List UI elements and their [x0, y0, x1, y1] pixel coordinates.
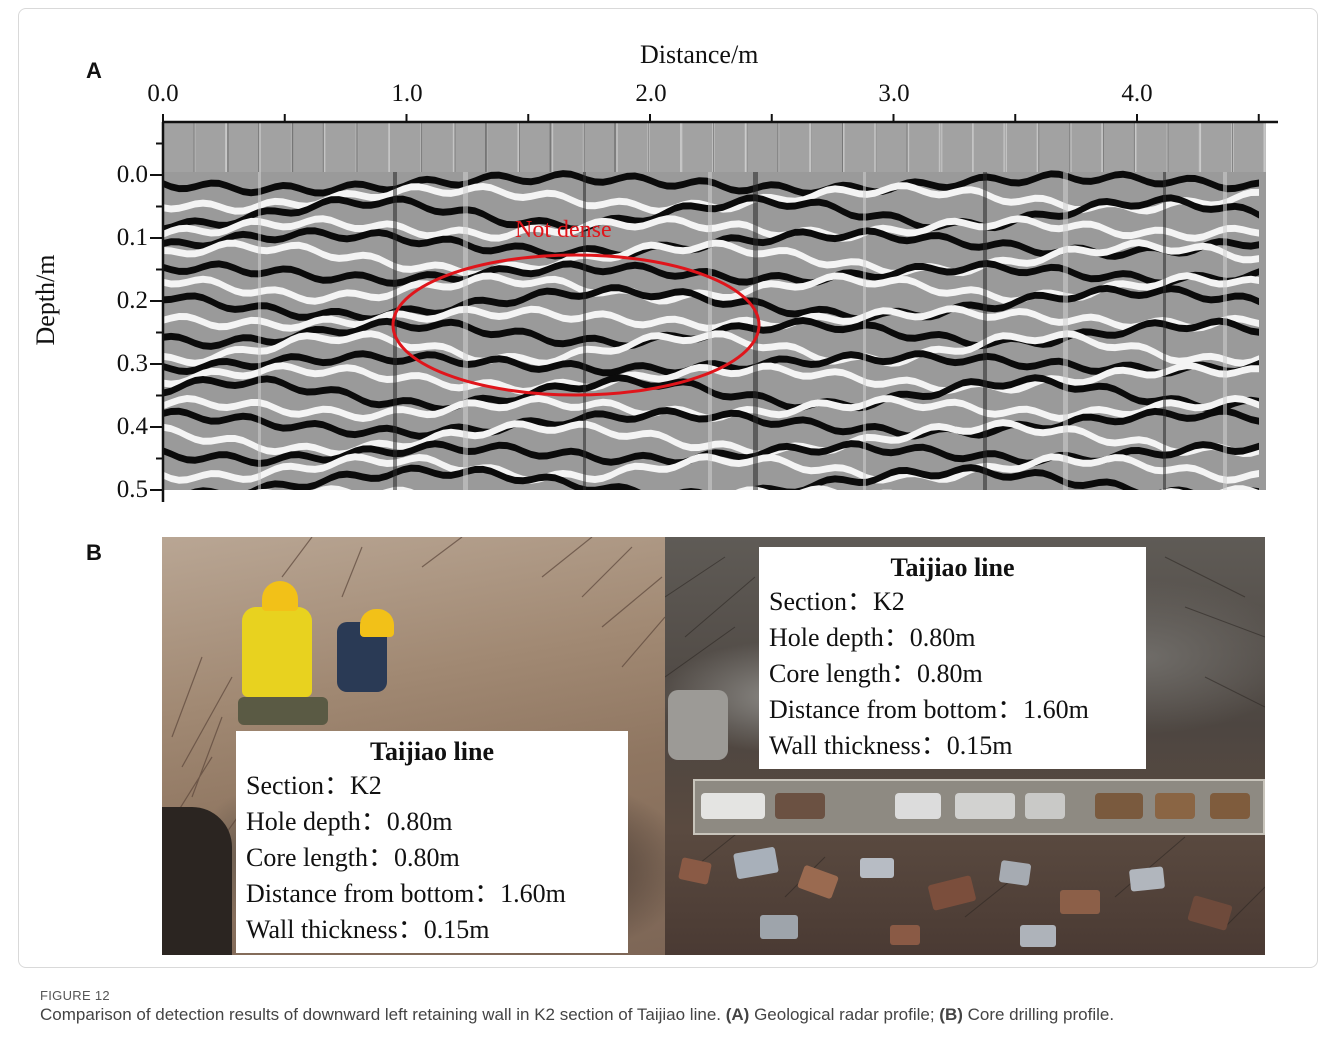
- panel-a-letter: A: [86, 58, 102, 83]
- rock: [668, 690, 728, 760]
- panel-b-letter: B: [86, 540, 102, 565]
- info-section: Section：K2: [246, 771, 382, 800]
- worker-legs: [238, 697, 328, 725]
- info-title: Taijiao line: [890, 553, 1015, 582]
- radar-trace-discontinuity: [1063, 172, 1068, 490]
- y-tick-label: 0.0: [116, 161, 148, 188]
- caption-label-a: (A): [725, 1005, 750, 1024]
- radar-trace-discontinuity: [708, 172, 712, 490]
- core-piece: [1155, 793, 1195, 819]
- caption-label-b: (B): [939, 1005, 963, 1024]
- caption-main: Comparison of detection results of downw…: [40, 1005, 726, 1024]
- rock: [1128, 866, 1166, 892]
- info-core-length: Core length：0.80m: [769, 659, 983, 688]
- radar-reflection-light: [163, 453, 1259, 484]
- info-title: Taijiao line: [369, 737, 494, 766]
- core-piece: [955, 793, 1015, 819]
- y-tick-label: 0.5: [116, 476, 148, 503]
- figure-caption: Comparison of detection results of downw…: [40, 1005, 1114, 1025]
- hard-hat: [262, 581, 298, 611]
- radar-profile-image: [163, 122, 1266, 490]
- info-distance-from-bottom: Distance from bottom：1.60m: [769, 695, 1089, 724]
- core-info-box-left: Taijiao line Section：K2 Hole depth：0.80m…: [236, 731, 628, 953]
- core-piece: [775, 793, 825, 819]
- y-tick-label: 0.4: [116, 413, 148, 440]
- x-axis-title: Distance/m: [640, 40, 759, 69]
- not-dense-annotation: Not dense: [515, 217, 612, 243]
- radar-trace-discontinuity: [1163, 172, 1166, 490]
- radar-trace-discontinuity: [863, 172, 866, 490]
- core-piece: [701, 793, 765, 819]
- x-tick-label: 1.0: [391, 80, 423, 107]
- radar-trace-discontinuity: [393, 172, 397, 490]
- x-tick-label: 3.0: [878, 80, 910, 107]
- core-sample-tray: [693, 779, 1265, 835]
- radar-reflection-dark: [190, 464, 1259, 490]
- radar-trace-discontinuity: [753, 172, 758, 490]
- rock: [1020, 925, 1056, 947]
- x-tick-label: 4.0: [1121, 80, 1153, 107]
- info-distance-from-bottom: Distance from bottom：1.60m: [246, 879, 566, 908]
- y-axis-title: Depth/m: [31, 254, 60, 346]
- core-piece: [1025, 793, 1065, 819]
- info-hole-depth: Hole depth：0.80m: [769, 623, 976, 652]
- radar-trace-discontinuity: [258, 172, 261, 490]
- rock: [890, 925, 920, 945]
- rock: [998, 860, 1032, 886]
- y-tick-label: 0.3: [116, 350, 148, 377]
- rock: [760, 915, 798, 939]
- info-section: Section：K2: [769, 587, 905, 616]
- caption-text-b: Core drilling profile.: [962, 1005, 1115, 1024]
- x-tick-label: 0.0: [147, 80, 179, 107]
- y-tick-label: 0.2: [116, 287, 148, 314]
- radar-trace-discontinuity: [1223, 172, 1227, 490]
- caption-text-a: Geological radar profile;: [749, 1005, 940, 1024]
- radar-trace-discontinuity: [463, 172, 468, 490]
- x-tick-label: 2.0: [635, 80, 667, 107]
- info-hole-depth: Hole depth：0.80m: [246, 807, 453, 836]
- dry-grass-texture: [162, 537, 665, 868]
- worker-vest: [242, 607, 312, 697]
- radar-trace-discontinuity: [983, 172, 987, 490]
- core-piece: [895, 793, 941, 819]
- hand-glove: [162, 807, 232, 955]
- core-piece: [1210, 793, 1250, 819]
- info-wall-thickness: Wall thickness：0.15m: [769, 731, 1013, 760]
- hard-hat: [360, 609, 394, 637]
- rock: [1060, 890, 1100, 914]
- core-piece: [1095, 793, 1143, 819]
- figure-label: FIGURE 12: [40, 988, 110, 1003]
- y-tick-label: 0.1: [116, 224, 148, 251]
- core-info-box-right: Taijiao line Section：K2 Hole depth：0.80m…: [759, 547, 1146, 769]
- rock: [860, 858, 894, 878]
- info-wall-thickness: Wall thickness：0.15m: [246, 915, 490, 944]
- info-core-length: Core length：0.80m: [246, 843, 460, 872]
